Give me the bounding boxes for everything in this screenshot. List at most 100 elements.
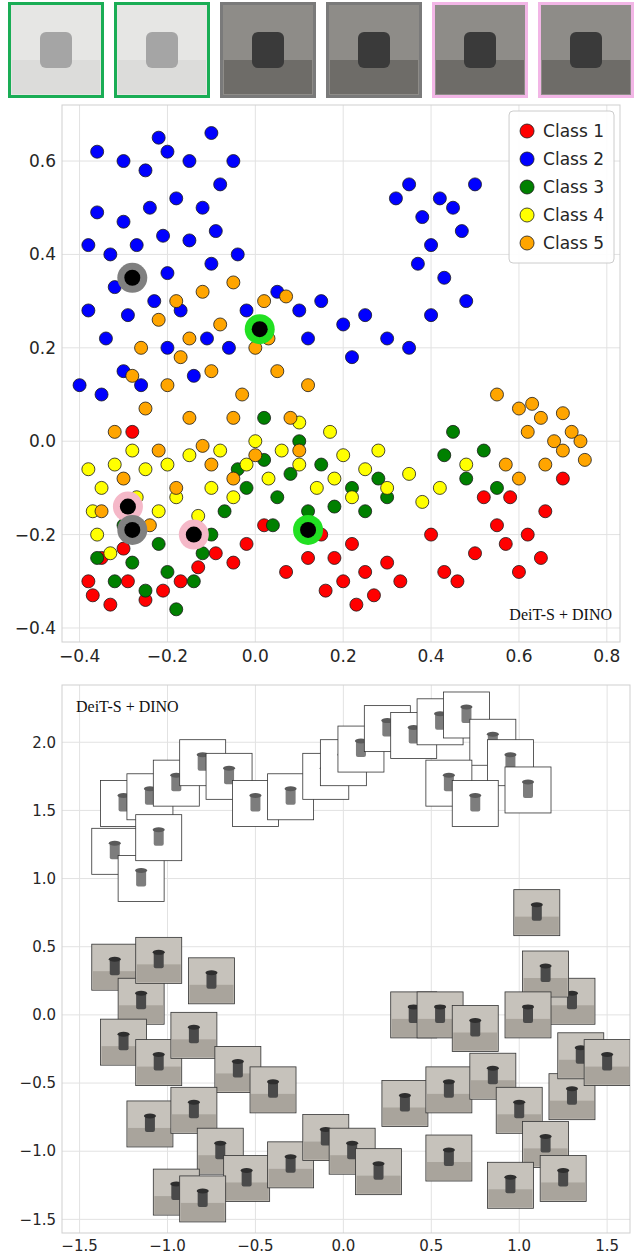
image-thumbnail bbox=[505, 992, 551, 1038]
y-tick-label: 0.4 bbox=[29, 244, 56, 264]
scatter-point bbox=[512, 565, 525, 578]
scatter-point bbox=[521, 528, 534, 541]
scatter-point bbox=[438, 271, 451, 284]
highlight-ring bbox=[245, 314, 275, 344]
scatter-point bbox=[372, 444, 385, 457]
scatter-point bbox=[460, 472, 473, 485]
thumbnail-frame bbox=[222, 4, 315, 97]
scatter-point bbox=[108, 458, 121, 471]
scatter-point bbox=[328, 472, 341, 485]
thumbnail-object-top bbox=[214, 1141, 226, 1146]
scatter-point bbox=[293, 458, 306, 471]
scatter-point bbox=[425, 309, 438, 322]
image-thumbnail bbox=[118, 978, 164, 1024]
scatter-point bbox=[266, 519, 279, 532]
thumbnail-frame bbox=[136, 815, 182, 861]
highlights bbox=[113, 263, 323, 550]
scatter-point bbox=[196, 201, 209, 214]
x-tick-label: −0.2 bbox=[147, 646, 188, 666]
scatter-point bbox=[231, 248, 244, 261]
y-grid-line bbox=[62, 627, 620, 628]
scatter-point bbox=[512, 472, 525, 485]
scatter-point bbox=[214, 318, 227, 331]
scatter-point bbox=[403, 341, 416, 354]
series bbox=[73, 127, 481, 401]
scatter-point bbox=[126, 369, 139, 382]
highlight-center bbox=[186, 527, 202, 543]
scatter-point bbox=[574, 435, 587, 448]
highlight-point bbox=[179, 520, 209, 550]
y-tick-label: 0.2 bbox=[29, 338, 56, 358]
scatter-point bbox=[130, 239, 143, 252]
scatter-point bbox=[205, 365, 218, 378]
scatter-point bbox=[345, 351, 358, 364]
scatter-point bbox=[209, 547, 222, 560]
scatter-point bbox=[345, 537, 358, 550]
thumbnail-object-top bbox=[109, 841, 121, 846]
scatter-point bbox=[477, 491, 490, 504]
thumbnail-object-top bbox=[153, 950, 165, 955]
scatter-point bbox=[499, 537, 512, 550]
scatter-point bbox=[170, 603, 183, 616]
scatter-point bbox=[490, 481, 503, 494]
scatter-point bbox=[367, 589, 380, 602]
scatter-point bbox=[381, 556, 394, 569]
scatter-point bbox=[192, 561, 205, 574]
scatter-point bbox=[490, 519, 503, 532]
legend-label: Class 5 bbox=[543, 233, 604, 253]
y-tick-label: −0.4 bbox=[15, 618, 56, 638]
highlight-center bbox=[124, 270, 140, 286]
x-tick-label: 0.4 bbox=[418, 646, 445, 666]
scatter-point bbox=[183, 411, 196, 424]
thumbnail-object bbox=[252, 32, 284, 68]
scatter-point bbox=[240, 537, 253, 550]
highlight-center bbox=[300, 522, 316, 538]
scatter-point bbox=[227, 472, 240, 485]
grid bbox=[62, 105, 620, 642]
thumbnail-frame bbox=[328, 4, 421, 97]
x-grid-line bbox=[167, 105, 168, 642]
scatter-point bbox=[521, 425, 534, 438]
thumbnail-object-top bbox=[109, 957, 121, 962]
scatter-point bbox=[350, 598, 363, 611]
legend-marker bbox=[520, 152, 534, 166]
thumbnail-object-top bbox=[443, 1079, 455, 1084]
scatter-point bbox=[359, 505, 372, 518]
scatter-point bbox=[139, 584, 152, 597]
scatter-point bbox=[539, 505, 552, 518]
scatter-point bbox=[556, 444, 569, 457]
scatter-point bbox=[214, 178, 227, 191]
scatter-point bbox=[117, 155, 130, 168]
scatter-point bbox=[240, 481, 253, 494]
scatter-point bbox=[183, 155, 196, 168]
scatter-point bbox=[139, 164, 152, 177]
thumbnail-object-top bbox=[469, 1018, 481, 1023]
thumbnail-object-top bbox=[188, 1100, 200, 1105]
scatter-point bbox=[157, 584, 170, 597]
thumbnail-object-top bbox=[285, 786, 297, 791]
scatter-point bbox=[477, 444, 490, 457]
scatter-point bbox=[143, 201, 156, 214]
scatter-point bbox=[161, 565, 174, 578]
scatter-point bbox=[205, 481, 218, 494]
highlight-center bbox=[124, 522, 140, 538]
thumbnail-frame bbox=[540, 4, 633, 97]
scatter-point bbox=[258, 295, 271, 308]
scatter-point bbox=[280, 565, 293, 578]
image-thumbnail bbox=[171, 1012, 217, 1058]
scatter-point bbox=[139, 463, 152, 476]
scatter-point bbox=[249, 449, 262, 462]
scatter-point bbox=[490, 388, 503, 401]
highlight-ring bbox=[179, 520, 209, 550]
scatter-point bbox=[82, 239, 95, 252]
thumbnail bbox=[10, 4, 103, 97]
thumbnail-frame bbox=[514, 890, 560, 936]
scatter-point bbox=[91, 528, 104, 541]
scatter-point bbox=[271, 491, 284, 504]
image-thumbnail bbox=[250, 1067, 296, 1113]
scatter-point bbox=[121, 309, 134, 322]
thumbnail-frame bbox=[171, 1012, 217, 1058]
thumbnail-frame bbox=[250, 1067, 296, 1113]
scatter-point bbox=[240, 304, 253, 317]
scatter-point bbox=[447, 201, 460, 214]
